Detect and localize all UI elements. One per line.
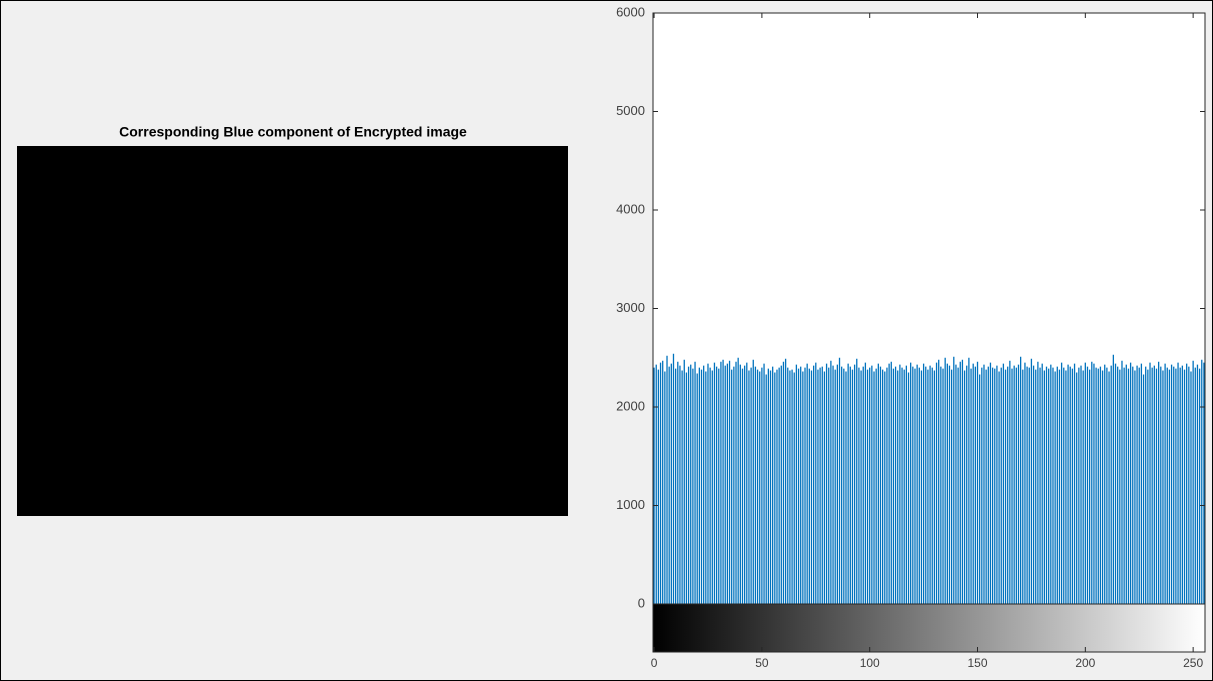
- image-noise: [17, 146, 568, 516]
- y-tick-label: 5000: [616, 103, 645, 118]
- x-tick-label: 200: [1075, 656, 1095, 670]
- x-tick-label: 50: [755, 656, 769, 670]
- x-tick-label: 250: [1183, 656, 1203, 670]
- colorbar: [653, 604, 1205, 652]
- image-title: Corresponding Blue component of Encrypte…: [119, 124, 467, 140]
- x-tick-label: 150: [968, 656, 988, 670]
- y-tick-label: 2000: [616, 398, 645, 413]
- x-tick-label: 0: [651, 656, 658, 670]
- y-tick-label: 6000: [616, 4, 645, 19]
- y-tick-label: 3000: [616, 300, 645, 315]
- x-tick-label: 100: [860, 656, 880, 670]
- y-tick-label: 4000: [616, 201, 645, 216]
- figure: Corresponding Blue component of Encrypte…: [0, 0, 1213, 681]
- y-tick-label: 0: [638, 595, 645, 610]
- y-tick-label: 1000: [616, 497, 645, 512]
